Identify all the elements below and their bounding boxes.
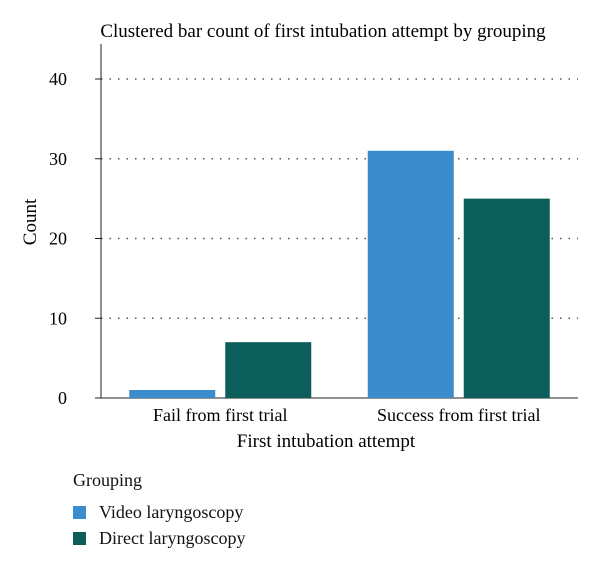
x-tick-label: Fail from first trial [153,405,287,425]
bar-direct-0 [225,342,312,398]
legend-swatch-direct [73,531,86,545]
legend-label-direct: Direct laryngoscopy [99,527,246,548]
bar-direct-1 [463,198,550,398]
y-tick-label: 0 [58,388,67,408]
legend: Grouping Video laryngoscopy Direct laryn… [73,470,245,551]
legend-item-direct: Direct laryngoscopy [73,525,245,551]
y-tick-label: 10 [49,308,67,328]
legend-title: Grouping [73,470,142,490]
chart-title: Clustered bar count of first intubation … [100,21,546,42]
x-tick-label: Success from first trial [377,405,540,425]
legend-swatch-video [73,505,86,519]
bar-video-1 [367,150,454,398]
y-tick-label: 30 [49,149,67,169]
y-tick-label: 20 [49,229,67,249]
legend-label-video: Video laryngoscopy [99,501,244,522]
x-axis-ticks: Fail from first trial Success from first … [153,405,540,425]
bars [129,150,550,398]
legend-item-video: Video laryngoscopy [73,499,245,525]
y-tick-label: 40 [49,69,67,89]
y-axis-ticks: 0 10 20 30 40 [49,69,101,408]
y-axis-title: Count [20,198,41,245]
x-axis-title: First intubation attempt [237,431,416,452]
bar-video-0 [129,390,216,398]
